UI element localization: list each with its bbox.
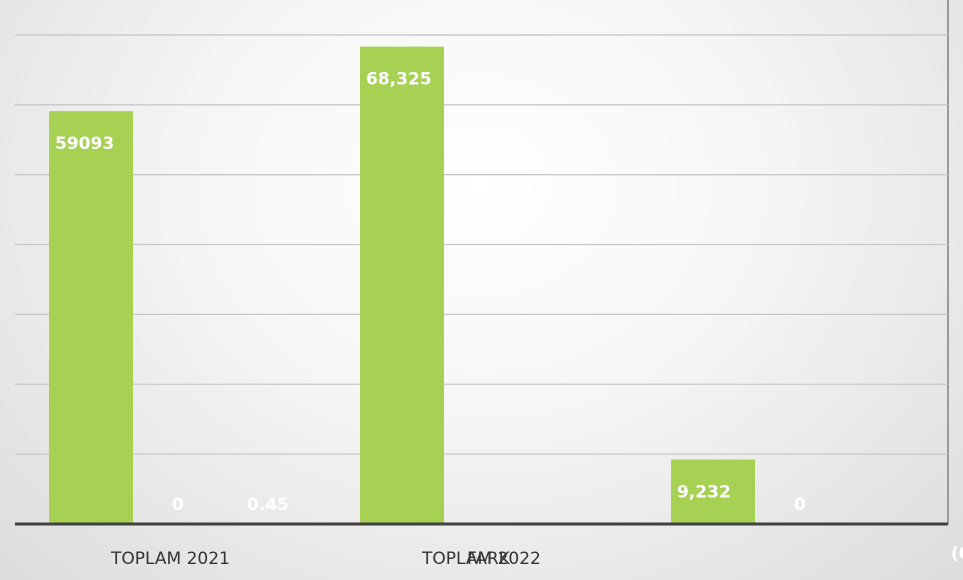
bar [49,111,133,525]
category-label: TOPLAM 2022 [421,549,541,569]
data-label: 0 [172,495,184,515]
gridlines [15,34,948,455]
bar [671,459,755,524]
data-label: 0.45 [247,495,289,515]
bar [360,46,444,525]
category-label: FARK [467,549,511,569]
data-label: 68,325 [366,70,432,90]
data-label: 0 [794,495,806,515]
category-label: TOPLAM 2021 [110,549,230,569]
data-labels: 59093 0 0.45 68,325 9,232 0 (0.15) [55,70,963,564]
data-label: 9,232 [677,482,731,502]
data-label: (0.15) [951,544,963,564]
data-label: 59093 [55,134,114,154]
bars [49,46,755,525]
